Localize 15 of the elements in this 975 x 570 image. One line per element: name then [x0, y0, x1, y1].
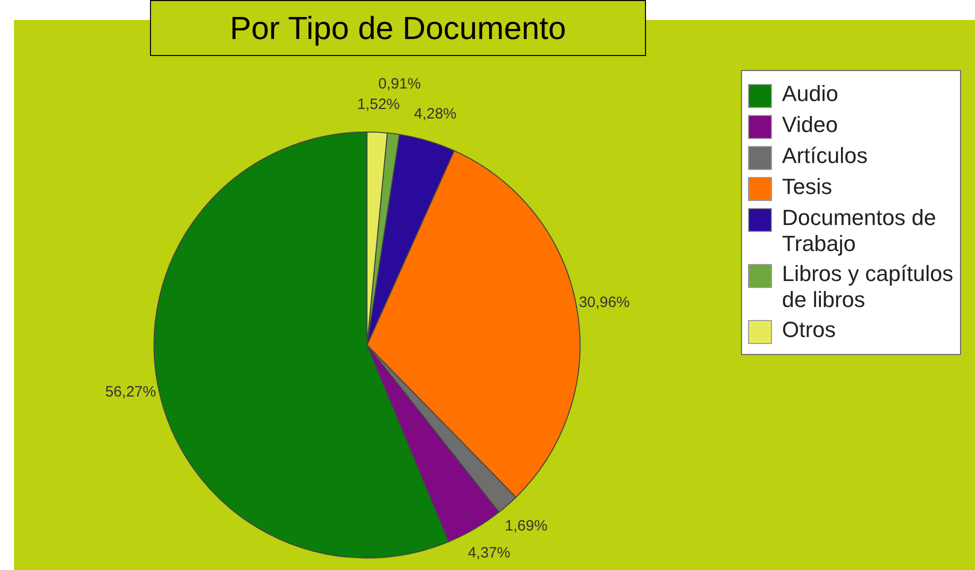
chart-title: Por Tipo de Documento [150, 0, 646, 56]
legend-label: Video [782, 112, 838, 138]
data-label: 0,91% [378, 76, 421, 93]
legend-label: Artículos [782, 143, 868, 169]
legend-label: Otros [782, 317, 836, 343]
legend-label: Tesis [782, 174, 832, 200]
legend-label: Audio [782, 81, 838, 107]
legend-label: Libros y capítulos de libros [782, 261, 954, 313]
data-label: 1,52% [357, 96, 400, 113]
legend-label: Documentos de Trabajo [782, 205, 938, 257]
data-label: 1,69% [504, 517, 548, 534]
data-label: 4,28% [414, 105, 457, 122]
data-label: 4,37% [468, 544, 510, 562]
data-label: 30,96% [578, 294, 630, 312]
data-label: 56,27% [105, 384, 156, 401]
